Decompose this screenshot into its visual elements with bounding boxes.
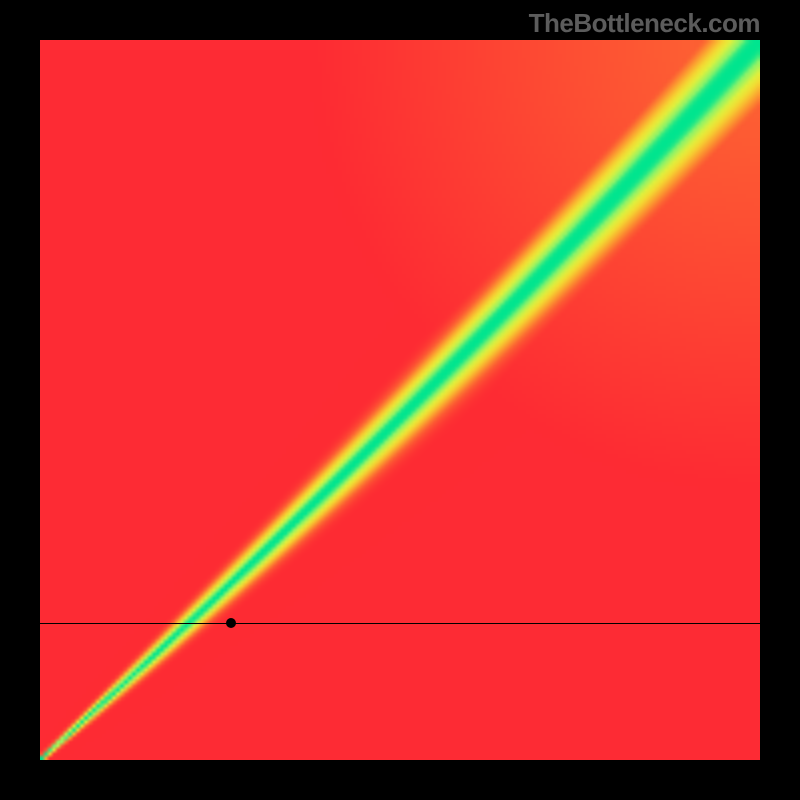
- crosshair-marker: [226, 618, 236, 628]
- crosshair-horizontal: [40, 623, 760, 624]
- plot-area: [40, 40, 760, 760]
- chart-container: TheBottleneck.com: [0, 0, 800, 800]
- heatmap-canvas: [40, 40, 760, 760]
- crosshair-vertical: [231, 760, 232, 800]
- watermark-text: TheBottleneck.com: [529, 8, 760, 39]
